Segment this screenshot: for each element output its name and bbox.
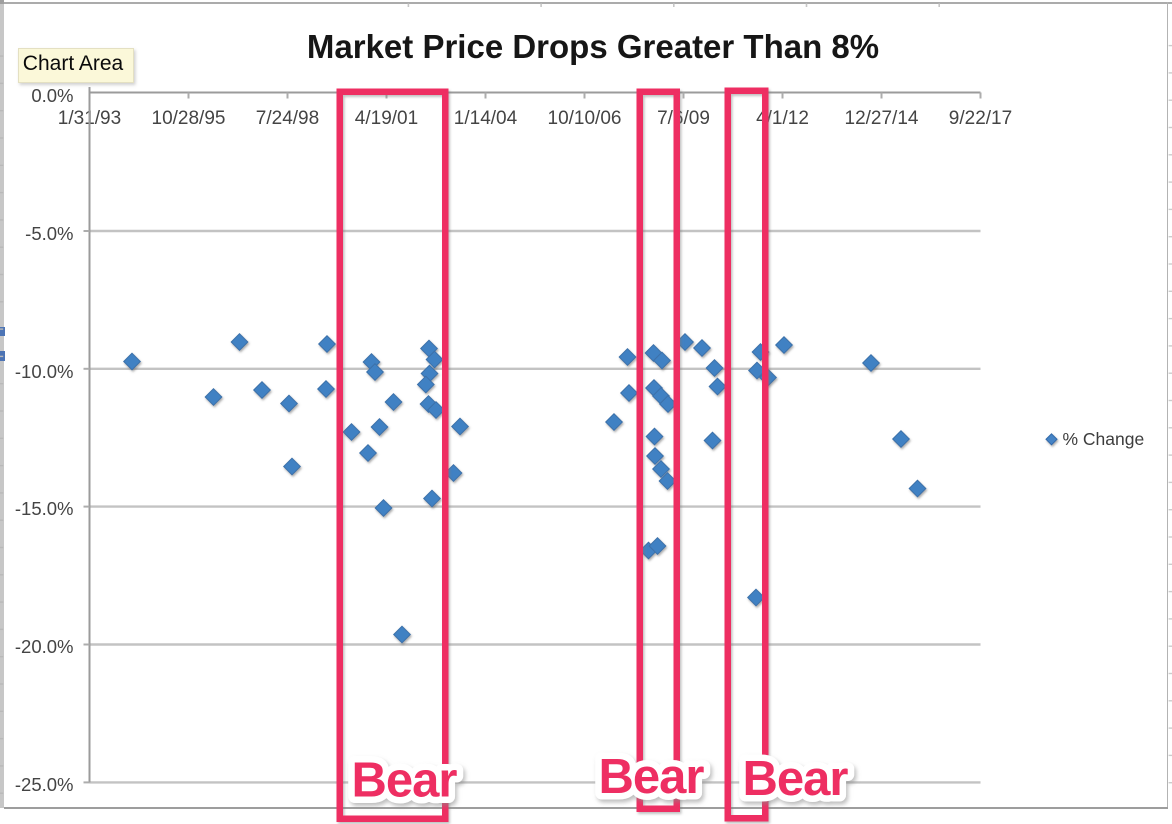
svg-text:Bear: Bear [599, 750, 705, 804]
svg-text:Bear: Bear [352, 754, 458, 808]
svg-text:Bear: Bear [743, 752, 849, 806]
